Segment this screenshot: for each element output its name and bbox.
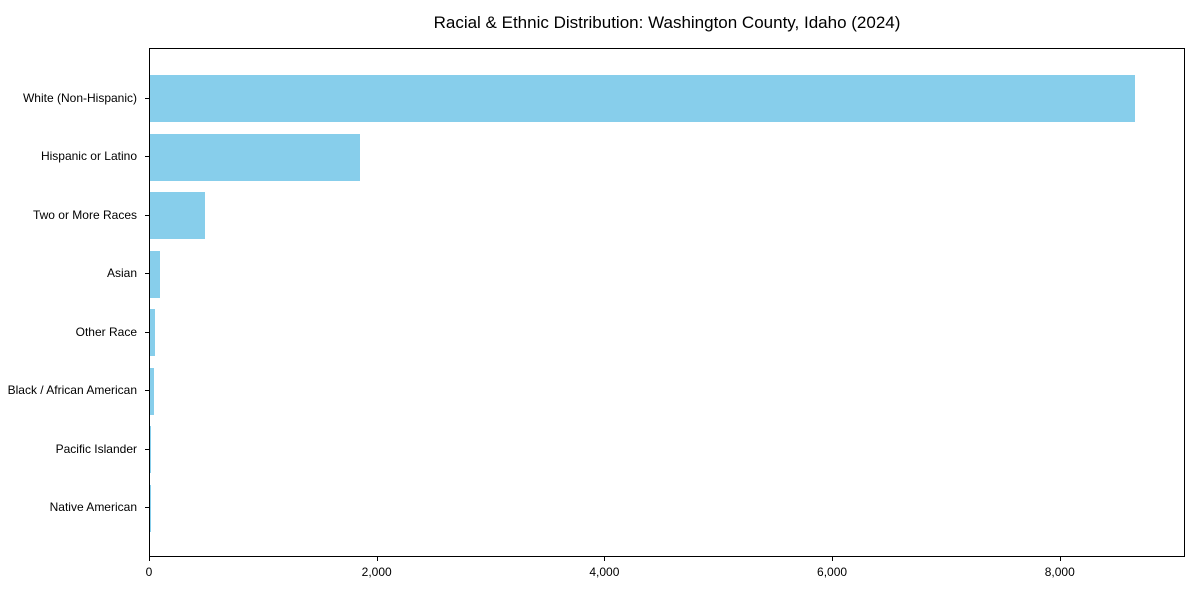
- x-tick-mark: [1059, 557, 1061, 561]
- x-tick-mark: [832, 557, 834, 561]
- bar: [150, 484, 151, 532]
- x-tick-label: 8,000: [1044, 565, 1075, 579]
- x-axis: 0 2,000 4,000 6,000 8,000: [145, 557, 1185, 597]
- y-tick-mark: [145, 273, 149, 275]
- y-tick-label: Hispanic or Latino: [40, 149, 137, 164]
- y-tick-mark: [145, 331, 149, 333]
- x-tick-label: 0: [145, 565, 153, 579]
- bar: [150, 250, 160, 298]
- y-tick-label: Other Race: [75, 324, 137, 339]
- y-tick-label: White (Non-Hispanic): [22, 90, 137, 105]
- x-tick-mark: [149, 557, 150, 561]
- bar: [150, 192, 205, 240]
- chart-title: Racial & Ethnic Distribution: Washington…: [433, 13, 901, 32]
- y-tick-mark: [145, 214, 149, 216]
- y-tick-mark: [145, 507, 149, 509]
- x-tick-label: 6,000: [817, 565, 848, 579]
- y-tick-label: Two or More Races: [32, 207, 137, 222]
- bar: [150, 309, 156, 357]
- y-tick-mark: [145, 156, 149, 158]
- y-axis: White (Non-Hispanic) Hispanic or Latino Tw…: [0, 48, 149, 557]
- y-tick-label: Black / African American: [7, 383, 137, 398]
- bar: [150, 75, 1136, 123]
- x-tick-mark: [376, 557, 378, 561]
- bar: [150, 367, 154, 415]
- x-tick-mark: [604, 557, 606, 561]
- y-tick-label: Native American: [49, 500, 137, 515]
- y-tick-mark: [145, 390, 149, 392]
- y-tick-mark: [145, 97, 149, 99]
- bar: [150, 426, 152, 474]
- y-tick-label: Pacific Islander: [55, 441, 137, 456]
- bar: [150, 133, 361, 181]
- x-tick-label: 4,000: [589, 565, 620, 579]
- plot-area: [149, 48, 1185, 557]
- x-tick-label: 2,000: [361, 565, 392, 579]
- y-tick-mark: [145, 448, 149, 450]
- y-tick-label: Asian: [106, 266, 137, 281]
